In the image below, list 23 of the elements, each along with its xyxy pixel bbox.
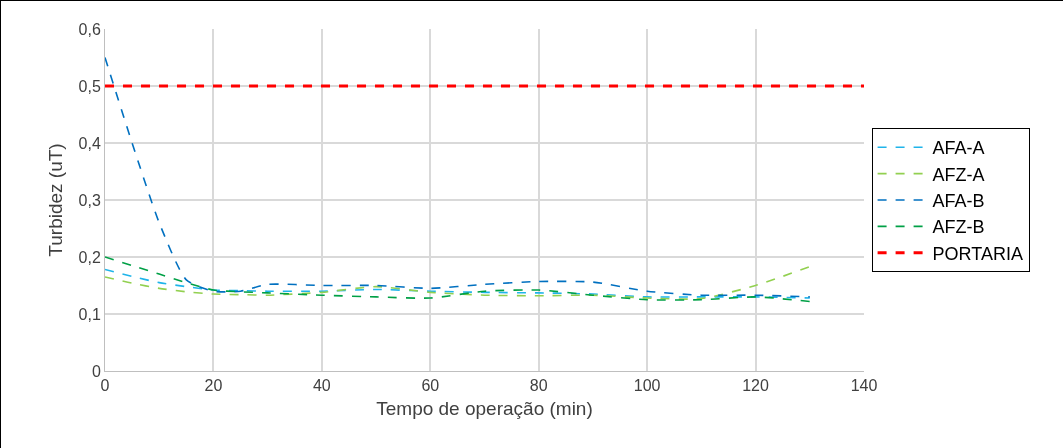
y-axis-title: Turbidez (uT)	[45, 143, 67, 257]
line-series	[105, 256, 811, 303]
x-tick-label: 40	[312, 377, 331, 395]
legend-label: AFZ-B	[932, 217, 985, 238]
y-tick-label: 0	[91, 362, 101, 380]
y-tick-label: 0,3	[78, 191, 101, 209]
legend-label: AFZ-A	[932, 164, 985, 185]
y-tick-label: 0,2	[78, 248, 101, 266]
y-tick-label: 0,6	[78, 20, 101, 38]
line-series	[105, 56, 811, 298]
legend-label: AFA-B	[932, 191, 985, 212]
y-tick-label: 0,5	[78, 77, 101, 95]
x-tick-label: 140	[850, 377, 878, 395]
x-tick-label: 20	[204, 377, 223, 395]
x-tick-label: 80	[529, 377, 548, 395]
legend-label: AFA-A	[932, 138, 985, 159]
legend-label: PORTARIA	[932, 243, 1023, 264]
x-tick-label: 120	[742, 377, 770, 395]
y-tick-label: 0,1	[78, 305, 101, 323]
x-tick-label: 60	[421, 377, 440, 395]
x-tick-label: 100	[633, 377, 661, 395]
x-axis-title: Tempo de operação (min)	[376, 398, 593, 419]
y-tick-label: 0,4	[78, 134, 101, 152]
